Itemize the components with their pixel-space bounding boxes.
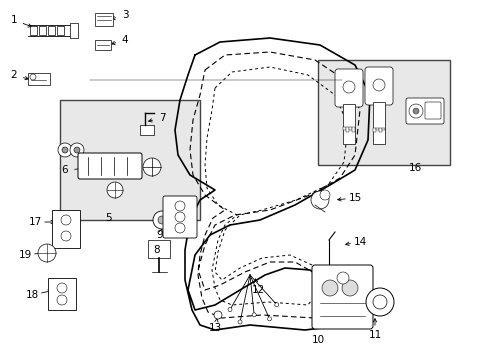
Bar	[375, 128, 378, 130]
Circle shape	[365, 288, 393, 316]
Bar	[317, 60, 449, 165]
FancyBboxPatch shape	[364, 67, 392, 105]
Circle shape	[107, 182, 123, 198]
Bar	[57, 26, 64, 35]
Circle shape	[153, 211, 171, 229]
Bar	[60, 100, 200, 220]
Circle shape	[175, 201, 184, 211]
Circle shape	[158, 216, 165, 224]
Bar	[48, 278, 76, 310]
Circle shape	[61, 231, 71, 241]
Circle shape	[227, 308, 231, 312]
Circle shape	[175, 223, 184, 233]
Text: 6: 6	[61, 165, 68, 175]
Circle shape	[267, 317, 271, 321]
Bar	[39, 26, 46, 35]
Text: 12: 12	[251, 285, 264, 295]
Circle shape	[310, 191, 328, 209]
Circle shape	[58, 143, 72, 157]
FancyBboxPatch shape	[334, 69, 362, 107]
Bar	[148, 240, 170, 258]
Bar	[351, 127, 354, 132]
Circle shape	[74, 147, 80, 153]
Bar	[95, 40, 111, 50]
Bar	[378, 128, 381, 132]
Text: 10: 10	[311, 335, 324, 345]
FancyBboxPatch shape	[424, 102, 440, 119]
Bar	[381, 128, 384, 130]
Circle shape	[372, 295, 386, 309]
Circle shape	[252, 313, 256, 317]
Circle shape	[142, 158, 161, 176]
Text: 14: 14	[353, 237, 366, 247]
FancyBboxPatch shape	[405, 98, 443, 124]
Circle shape	[214, 311, 222, 319]
Text: 13: 13	[208, 323, 221, 333]
Circle shape	[57, 283, 67, 293]
Bar	[28, 73, 50, 85]
Text: 15: 15	[347, 193, 361, 203]
Text: 1: 1	[11, 15, 17, 25]
Bar	[342, 127, 346, 130]
Text: 7: 7	[159, 113, 165, 123]
Bar	[372, 128, 375, 132]
Circle shape	[412, 108, 418, 114]
Circle shape	[175, 212, 184, 222]
Circle shape	[372, 79, 384, 91]
Bar	[52, 210, 80, 248]
Circle shape	[341, 280, 357, 296]
Circle shape	[408, 104, 422, 118]
Text: 9: 9	[156, 230, 163, 240]
Text: 4: 4	[122, 35, 128, 45]
Circle shape	[238, 320, 242, 324]
Circle shape	[70, 143, 84, 157]
FancyBboxPatch shape	[78, 153, 142, 179]
Bar	[30, 26, 37, 35]
Circle shape	[319, 190, 329, 200]
Circle shape	[38, 244, 56, 262]
Bar	[348, 127, 351, 130]
Bar	[342, 104, 354, 144]
Circle shape	[30, 74, 36, 80]
Text: 2: 2	[11, 70, 17, 80]
Circle shape	[62, 147, 68, 153]
Bar	[372, 102, 384, 144]
FancyBboxPatch shape	[311, 265, 372, 329]
Text: 5: 5	[104, 213, 111, 223]
Text: 16: 16	[407, 163, 421, 173]
Text: 18: 18	[25, 290, 39, 300]
Bar	[48, 26, 55, 35]
FancyBboxPatch shape	[163, 196, 197, 238]
Circle shape	[274, 303, 278, 307]
Circle shape	[61, 215, 71, 225]
Bar	[70, 23, 78, 38]
Text: 11: 11	[367, 330, 381, 340]
Text: 19: 19	[19, 250, 32, 260]
Bar	[95, 13, 113, 26]
Text: 17: 17	[28, 217, 41, 227]
Circle shape	[336, 272, 348, 284]
Text: 3: 3	[122, 10, 128, 20]
Bar	[346, 127, 348, 132]
Circle shape	[342, 81, 354, 93]
Circle shape	[57, 295, 67, 305]
Circle shape	[321, 280, 337, 296]
Bar	[140, 125, 154, 135]
Text: 8: 8	[153, 245, 160, 255]
